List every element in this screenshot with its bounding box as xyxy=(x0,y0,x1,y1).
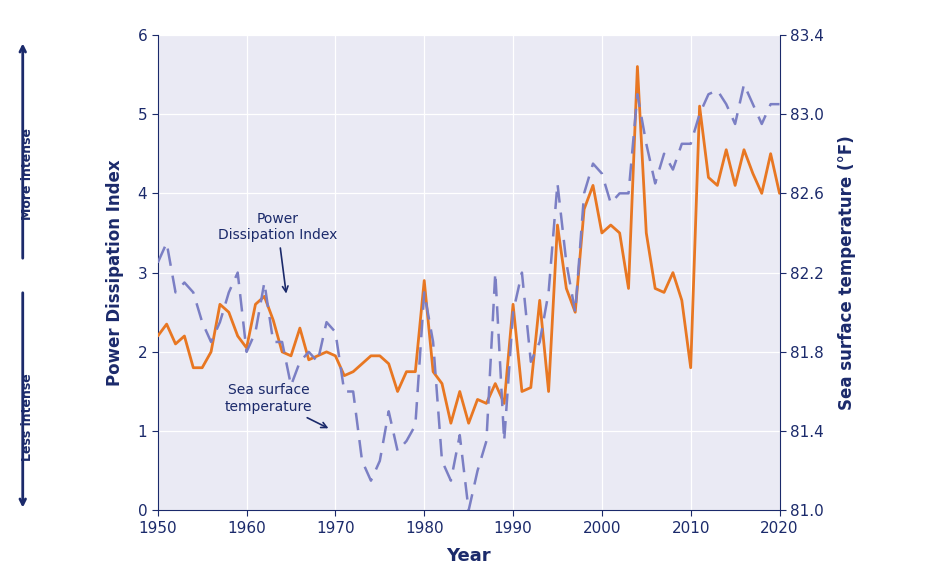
Y-axis label: Power Dissipation Index: Power Dissipation Index xyxy=(106,160,123,386)
Y-axis label: Sea surface temperature (°F): Sea surface temperature (°F) xyxy=(837,135,855,410)
Text: Sea surface
temperature: Sea surface temperature xyxy=(224,383,326,427)
Text: Less intense: Less intense xyxy=(21,374,34,462)
Text: More intense: More intense xyxy=(21,128,34,220)
Text: Power
Dissipation Index: Power Dissipation Index xyxy=(218,212,337,292)
X-axis label: Year: Year xyxy=(446,547,490,565)
